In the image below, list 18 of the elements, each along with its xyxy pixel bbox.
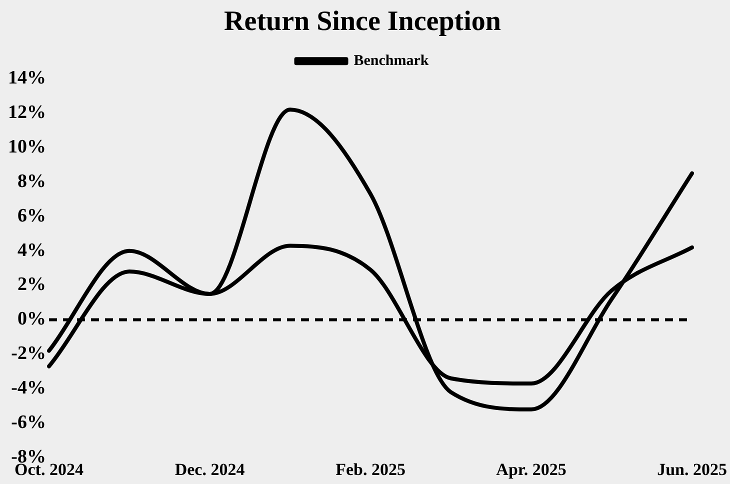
y-tick-label: -6%: [11, 412, 46, 434]
y-tick-label: 0%: [18, 308, 46, 330]
y-tick-label: 2%: [18, 274, 46, 296]
legend-label: Benchmark: [354, 52, 430, 69]
y-tick-label: 10%: [8, 136, 46, 158]
x-tick-label: Feb. 2025: [336, 460, 406, 480]
chart-title: Return Since Inception: [224, 6, 502, 38]
y-tick-label: 14%: [8, 68, 46, 89]
y-tick-label: 6%: [18, 205, 46, 226]
y-tick-label: -4%: [11, 378, 46, 399]
y-tick-label: -2%: [11, 343, 46, 364]
x-tick-label: Dec. 2024: [174, 460, 246, 480]
y-tick-label: 12%: [8, 102, 46, 123]
y-tick-label: 4%: [18, 240, 46, 261]
line-series: [47, 108, 694, 412]
x-tick-label: Apr. 2025: [496, 460, 566, 480]
y-tick-label: 8%: [18, 170, 46, 192]
x-tick-label: Jun. 2025: [657, 460, 728, 480]
